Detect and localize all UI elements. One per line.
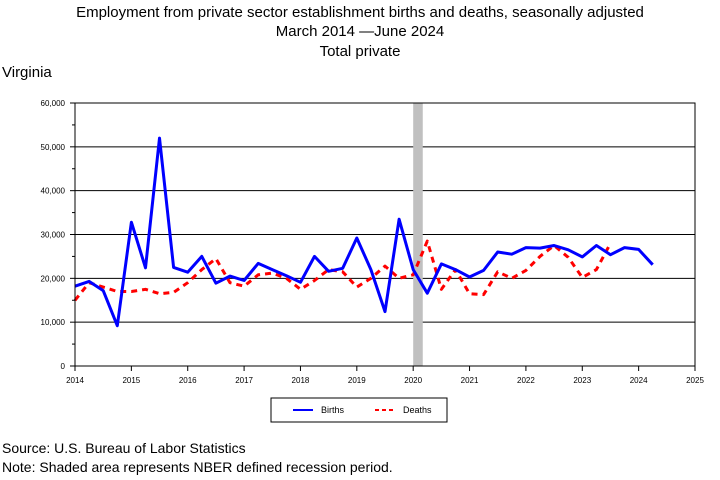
x-tick-label: 2023 xyxy=(573,376,591,385)
series-line-deaths xyxy=(73,239,612,302)
series-group xyxy=(73,136,654,328)
x-tick-label: 2018 xyxy=(292,376,310,385)
subtitle-end: June 2024 xyxy=(374,23,445,40)
chart-series-label: Total private xyxy=(319,43,401,60)
x-tick-label: 2025 xyxy=(686,376,704,385)
x-tick-label: 2017 xyxy=(235,376,253,385)
y-axis: 0 10,000 20,000 30,000 40,000 50,000 60,000 xyxy=(41,99,75,371)
chart-subtitle: March 2014 —June 2024 xyxy=(0,22,720,41)
recession-note: Note: Shaded area represents NBER define… xyxy=(2,459,393,475)
y-tick-label: 60,000 xyxy=(41,99,66,108)
x-tick-label: 2021 xyxy=(461,376,479,385)
x-tick-label: 2020 xyxy=(404,376,422,385)
x-tick-label: 2015 xyxy=(122,376,140,385)
x-tick-label: 2024 xyxy=(630,376,648,385)
y-tick-label: 20,000 xyxy=(41,274,66,283)
grid-lines xyxy=(75,146,695,323)
x-tick-label: 2022 xyxy=(517,376,535,385)
y-tick-label: 0 xyxy=(61,362,66,371)
recession-shade xyxy=(413,103,423,366)
y-tick-label: 50,000 xyxy=(41,143,66,152)
x-axis: 2014 2015 2016 2017 2018 2019 2020 2021 2022 2023… xyxy=(66,366,704,385)
recession-band xyxy=(413,103,423,366)
subtitle-start: March 2014 xyxy=(275,23,355,40)
y-tick-label: 30,000 xyxy=(41,231,66,240)
y-tick-label: 40,000 xyxy=(41,187,66,196)
region-label: Virginia xyxy=(2,64,52,81)
series-line-births xyxy=(74,136,654,328)
legend-label-births: Births xyxy=(321,405,345,415)
y-tick-label: 10,000 xyxy=(41,318,66,327)
source-note: Source: U.S. Bureau of Labor Statistics xyxy=(2,440,246,456)
legend: Births Deaths xyxy=(270,397,448,423)
x-tick-label: 2019 xyxy=(348,376,366,385)
chart-title: Employment from private sector establish… xyxy=(76,4,644,21)
subtitle-dash: — xyxy=(359,23,375,40)
legend-label-deaths: Deaths xyxy=(403,405,432,415)
x-tick-label: 2016 xyxy=(179,376,197,385)
x-tick-label: 2014 xyxy=(66,376,84,385)
